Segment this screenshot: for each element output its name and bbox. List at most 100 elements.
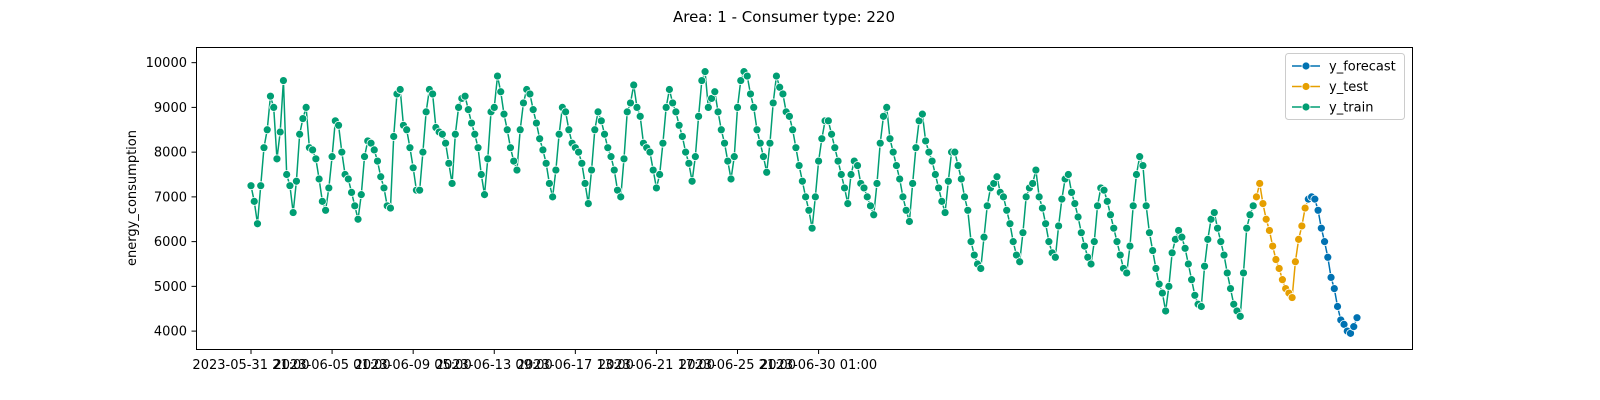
series-y-test <box>1252 179 1313 302</box>
data-point <box>450 129 460 139</box>
data-point <box>1132 170 1141 179</box>
data-point <box>1268 241 1278 251</box>
data-point <box>619 154 629 164</box>
data-point <box>1021 192 1031 202</box>
data-point <box>249 196 259 206</box>
data-point <box>710 87 720 97</box>
data-point <box>1349 322 1359 332</box>
data-point <box>285 181 295 191</box>
data-point <box>279 76 288 85</box>
data-point <box>1213 223 1222 233</box>
data-point <box>807 223 817 233</box>
legend-marker <box>1301 82 1311 91</box>
data-point <box>327 152 337 162</box>
data-point <box>402 125 412 135</box>
data-point <box>470 129 480 139</box>
data-point <box>1086 259 1096 269</box>
data-point <box>408 163 418 173</box>
data-point <box>308 145 318 155</box>
data-point <box>729 152 739 162</box>
data-point <box>1209 208 1219 217</box>
data-point <box>493 71 502 81</box>
data-point <box>665 85 674 94</box>
data-point <box>674 120 684 130</box>
data-point <box>694 111 703 121</box>
data-point <box>1135 152 1145 162</box>
data-point <box>295 129 305 139</box>
y-tick-label: 9000 <box>154 101 187 116</box>
data-point <box>256 181 266 191</box>
data-point <box>905 217 914 226</box>
data-point <box>1167 248 1177 258</box>
data-point <box>317 196 327 206</box>
data-point <box>950 147 960 157</box>
data-point <box>960 192 969 202</box>
data-point <box>437 129 447 139</box>
series-y-forecast <box>1303 192 1362 338</box>
data-point <box>801 192 811 202</box>
data-point <box>797 176 807 186</box>
data-point <box>765 138 775 148</box>
data-point <box>1278 275 1287 285</box>
data-point <box>898 192 908 202</box>
data-point <box>872 179 882 188</box>
data-point <box>1242 223 1252 233</box>
data-point <box>1054 221 1064 231</box>
data-point <box>804 205 814 215</box>
data-point <box>311 154 321 164</box>
data-point <box>966 237 976 247</box>
data-point <box>917 109 927 119</box>
data-point <box>350 201 360 211</box>
data-point <box>1102 196 1112 206</box>
data-point <box>1203 234 1213 244</box>
data-point <box>869 210 879 220</box>
data-point <box>1177 232 1187 242</box>
data-point <box>266 91 275 101</box>
data-point <box>895 174 905 184</box>
data-point <box>337 147 347 157</box>
data-point <box>901 205 911 215</box>
x-tick-label: 2023-06-09 05:00 <box>355 358 472 373</box>
data-point <box>262 125 272 135</box>
data-point <box>892 161 901 170</box>
data-point <box>476 170 486 179</box>
y-tick-label: 8000 <box>154 146 187 161</box>
data-point <box>626 98 635 108</box>
data-point <box>421 107 431 117</box>
data-point <box>515 125 525 135</box>
data-point <box>749 103 759 112</box>
data-point <box>875 138 885 148</box>
data-point <box>528 105 538 115</box>
data-point <box>1044 237 1054 247</box>
data-point <box>1216 237 1226 247</box>
data-point <box>1161 306 1171 316</box>
data-point <box>1183 259 1193 269</box>
data-point <box>746 89 755 99</box>
data-point <box>937 196 947 206</box>
x-tick-label: 2023-05-31 21:00 <box>192 358 309 373</box>
data-point <box>622 107 632 117</box>
legend-marker <box>1301 61 1311 71</box>
data-point <box>1106 210 1115 220</box>
data-point <box>369 145 379 155</box>
data-point <box>246 181 256 191</box>
data-point <box>843 199 853 208</box>
y-tick-label: 7000 <box>154 190 187 205</box>
data-point <box>862 192 872 202</box>
data-point <box>282 170 292 179</box>
data-point <box>943 176 953 186</box>
data-point <box>999 192 1008 202</box>
data-point <box>736 76 746 85</box>
data-point <box>463 105 473 115</box>
series-layer <box>246 67 1362 338</box>
data-point <box>1252 192 1261 202</box>
data-point <box>982 201 992 211</box>
data-point <box>1274 264 1284 273</box>
data-point <box>833 156 843 166</box>
legend: y_forecast y_test y_train <box>1285 53 1405 120</box>
data-point <box>1255 179 1265 188</box>
data-point <box>356 190 366 200</box>
data-point <box>321 205 331 215</box>
data-point <box>1057 194 1067 204</box>
